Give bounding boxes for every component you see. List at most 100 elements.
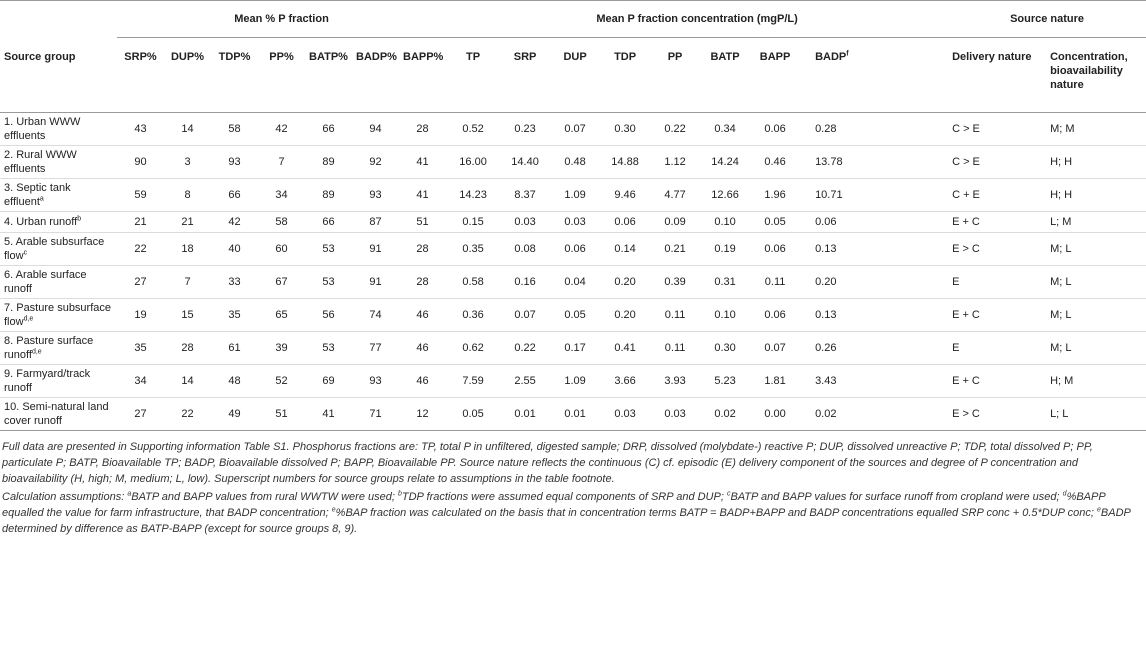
cell-text: 1. Urban WWW effluents: [4, 116, 81, 142]
cell-text: 28: [416, 123, 429, 135]
column-header: TP: [446, 37, 501, 113]
table-cell: 27: [117, 265, 164, 299]
table-body: 1. Urban WWW effluents 43 14 58 42 66 94 28 0.52…: [0, 112, 1146, 431]
cell-text: 0.16: [514, 276, 536, 288]
column-header: TDP: [600, 37, 651, 113]
group-header-row: Mean % P fraction Mean P fraction concent…: [0, 0, 1146, 38]
table-cell: 0.06: [750, 112, 801, 146]
table-cell: 0.41: [600, 331, 651, 365]
table-cell: 0.07: [550, 112, 601, 146]
cell-text: 3.66: [614, 375, 636, 387]
cell-text: 41: [416, 156, 429, 168]
cell-text: 34: [275, 189, 288, 201]
cell-text: 14.88: [611, 156, 639, 168]
cell-text: 71: [369, 408, 382, 420]
column-header: DUP%: [164, 37, 211, 113]
cell-text: 0.20: [614, 309, 636, 321]
cell-text: 0.02: [815, 408, 837, 420]
cell-text: 49: [228, 408, 241, 420]
cell-text: 34: [134, 375, 147, 387]
group-header-text: Source nature: [1010, 13, 1085, 25]
cell-text: 66: [322, 123, 335, 135]
cell-text: E + C: [952, 375, 980, 387]
column-header: Concentration, bioavailability nature: [1046, 37, 1146, 113]
cell-text: 0.28: [815, 123, 837, 135]
table-cell: 3. Septic tank effluenta: [0, 178, 117, 212]
column-header-text: TP: [466, 51, 481, 63]
cell-text: M; L: [1050, 276, 1072, 288]
table-cell: 28: [399, 112, 447, 146]
cell-text: 1.09: [564, 189, 586, 201]
cell-text: 0.07: [564, 123, 586, 135]
table-cell: 0.07: [750, 331, 801, 365]
table-cell: 34: [258, 178, 305, 212]
table-cell: 53: [305, 232, 352, 266]
cell-text: E: [952, 342, 960, 354]
cell-text: 0.00: [764, 408, 786, 420]
cell-text: 3: [184, 156, 191, 168]
cell-text: 0.20: [614, 276, 636, 288]
table-cell: 15: [164, 298, 211, 332]
cell-text: 0.06: [815, 216, 837, 228]
table-cell: 18: [164, 232, 211, 266]
table-cell: 0.34: [700, 112, 751, 146]
cell-text: 1.12: [664, 156, 686, 168]
table-cell: 0.30: [600, 112, 651, 146]
table-row: 7. Pasture subsurface flowd,e 19 15 35 65 56 7…: [0, 298, 1146, 332]
table-cell: 14.24: [700, 145, 751, 179]
table-cell: 69: [305, 364, 352, 398]
table-cell: 93: [352, 178, 399, 212]
table-row: 2. Rural WWW effluents 90 3 93 7 89 92 41 16.00 1…: [0, 145, 1146, 179]
cell-text: 39: [275, 342, 288, 354]
cell-text-note: b: [77, 215, 82, 223]
table-cell: M; L: [1046, 232, 1146, 266]
cell-text: 65: [275, 309, 288, 321]
column-header: SRP: [500, 37, 551, 113]
cell-text: 12: [416, 408, 429, 420]
cell-text: 2.55: [514, 375, 536, 387]
cell-text: 8: [184, 189, 191, 201]
table-cell: 8: [164, 178, 211, 212]
cell-text: 4.77: [664, 189, 686, 201]
table-cell: 41: [399, 145, 447, 179]
cell-text: 14.40: [511, 156, 539, 168]
column-header: TDP%: [211, 37, 258, 113]
cell-text: 0.04: [564, 276, 586, 288]
cell-text: 0.11: [664, 309, 686, 321]
table-cell: 74: [352, 298, 399, 332]
table-row: 1. Urban WWW effluents 43 14 58 42 66 94 28 0.52…: [0, 112, 1146, 146]
table-cell: 0.09: [650, 211, 701, 233]
cell-text: 28: [416, 243, 429, 255]
cell-text: 74: [369, 309, 382, 321]
table-cell: C > E: [948, 145, 1047, 179]
cell-text: 10.71: [815, 189, 843, 201]
cell-text: 0.30: [614, 123, 636, 135]
footnote-assumptions: Calculation assumptions: aBATP and BAPP …: [2, 489, 1144, 537]
cell-text: 16.00: [459, 156, 487, 168]
cell-text: 53: [322, 342, 335, 354]
column-header: BAPP: [750, 37, 801, 113]
cell-text: 59: [134, 189, 147, 201]
column-header: Source group: [0, 37, 117, 113]
group-header: Source nature: [948, 0, 1146, 38]
data-table: Mean % P fraction Mean P fraction concent…: [0, 0, 1146, 431]
table-cell: 71: [352, 397, 399, 431]
cell-text: 41: [416, 189, 429, 201]
cell-text: 9.46: [614, 189, 636, 201]
table-cell: 1.09: [550, 178, 601, 212]
table-cell: 33: [211, 265, 258, 299]
table-cell: 0.05: [750, 211, 801, 233]
table-row: 3. Septic tank effluenta 59 8 66 34 89 93 41 14.…: [0, 178, 1146, 212]
cell-text: 66: [228, 189, 241, 201]
cell-text: 9. Farmyard/track runoff: [4, 368, 91, 394]
table-cell: 27: [117, 397, 164, 431]
cell-text: 0.31: [714, 276, 736, 288]
table-cell: 7: [258, 145, 305, 179]
column-header-text: PP%: [269, 51, 294, 63]
table-cell: 58: [211, 112, 258, 146]
column-header: DUP: [550, 37, 601, 113]
table-cell: 66: [211, 178, 258, 212]
table-cell: 0.20: [600, 298, 651, 332]
cell-text: E + C: [952, 309, 980, 321]
